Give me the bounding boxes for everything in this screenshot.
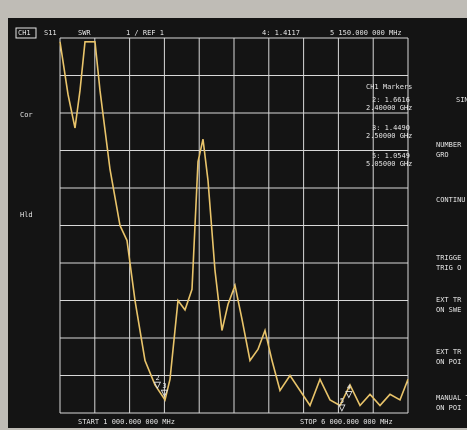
start-frequency: START 1 000.000 000 MHz xyxy=(78,418,175,426)
softkey-label: TRIG O xyxy=(436,264,461,272)
softkey-label: NUMBER xyxy=(436,141,462,149)
marker xyxy=(153,381,162,390)
marker-entry-frequency: 2.40000 GHz xyxy=(366,104,412,112)
softkey-label: ON POI xyxy=(436,404,461,412)
marker-label: 2 xyxy=(155,374,159,382)
marker-panel-title: CH1 Markers xyxy=(366,83,412,91)
status: Hld xyxy=(20,211,33,219)
softkey-label: MANUAL T xyxy=(436,394,467,402)
marker-entry-readout: 3: 1.4490 xyxy=(372,124,410,132)
channel: CH1 xyxy=(18,29,31,37)
marker xyxy=(160,389,169,398)
softkey-label: EXT TR xyxy=(436,296,462,304)
softkey-label: EXT TR xyxy=(436,348,462,356)
parameter: S11 xyxy=(44,29,57,37)
marker-readout: 4: 1.4117 xyxy=(262,29,300,37)
softkey-label: ON POI xyxy=(436,358,461,366)
marker-entry-frequency: 2.50000 GHz xyxy=(366,132,412,140)
marker-label: 4 xyxy=(347,384,351,392)
channel-box xyxy=(15,27,37,39)
marker-frequency: 5 150.000 000 MHz xyxy=(330,29,402,37)
marker-entry-readout: 5: 1.0549 xyxy=(372,152,410,160)
format: SWR xyxy=(78,29,91,37)
marker-label: 3 xyxy=(162,382,166,390)
marker xyxy=(345,391,353,399)
marker-label: 5 xyxy=(340,397,344,405)
softkey-label: GRO xyxy=(436,151,449,159)
softkey-label: CONTINU xyxy=(436,196,466,204)
marker xyxy=(338,404,346,412)
stop-frequency: STOP 6 000.000 000 MHz xyxy=(300,418,393,426)
marker-entry-frequency: 5.05000 GHz xyxy=(366,160,412,168)
softkey-label: SIN xyxy=(456,96,467,104)
softkey-label: TRIGGE xyxy=(436,254,461,262)
screen-background xyxy=(8,18,467,428)
softkey-label: ON SWE xyxy=(436,306,461,314)
scale: 1 / REF 1 xyxy=(126,29,164,37)
status: Cor xyxy=(20,111,33,119)
marker-entry-readout: 2: 1.6616 xyxy=(372,96,410,104)
